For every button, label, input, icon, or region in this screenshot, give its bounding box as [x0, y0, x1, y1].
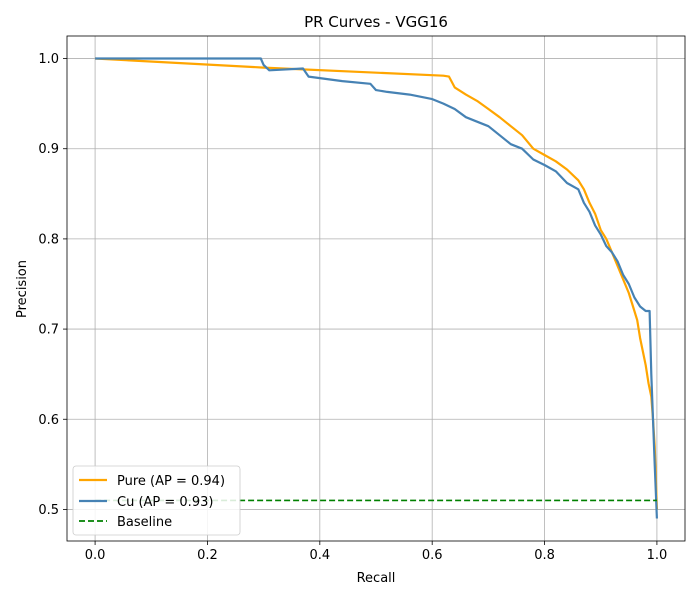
legend-label-cu: Cu (AP = 0.93) — [117, 495, 213, 510]
x-tick-label: 0.0 — [85, 548, 106, 563]
x-tick-label: 0.6 — [422, 548, 443, 563]
legend: Pure (AP = 0.94) Cu (AP = 0.93) Baseline — [72, 465, 241, 536]
legend-label-pure: Pure (AP = 0.94) — [117, 474, 225, 489]
plot-frame — [66, 35, 686, 542]
x-tick-label: 0.2 — [197, 548, 218, 563]
chart-title: PR Curves - VGG16 — [304, 13, 448, 31]
y-tick-label: 0.9 — [38, 142, 59, 157]
y-tick-label: 1.0 — [38, 52, 59, 67]
legend-label-baseline: Baseline — [117, 515, 172, 530]
y-axis-label: Precision — [15, 260, 30, 318]
x-tick-label: 0.8 — [534, 548, 555, 563]
x-tick-label: 0.4 — [309, 548, 330, 563]
series-layer — [95, 57, 658, 519]
grid-layer — [67, 36, 685, 541]
y-tick-label: 0.5 — [38, 503, 59, 518]
cu-pr-curve — [95, 57, 658, 519]
legend-box — [72, 465, 241, 536]
pure-pr-curve — [95, 57, 658, 510]
ticks-layer: 0.0 0.2 0.4 0.6 0.8 1.0 0.5 0.6 0.7 0.8 0.9 1.0 — [38, 52, 667, 563]
y-tick-label: 0.6 — [38, 413, 59, 428]
y-tick-label: 0.8 — [38, 232, 59, 247]
y-tick-label: 0.7 — [38, 323, 59, 338]
x-axis-label: Recall — [357, 571, 396, 586]
x-tick-label: 1.0 — [647, 548, 668, 563]
